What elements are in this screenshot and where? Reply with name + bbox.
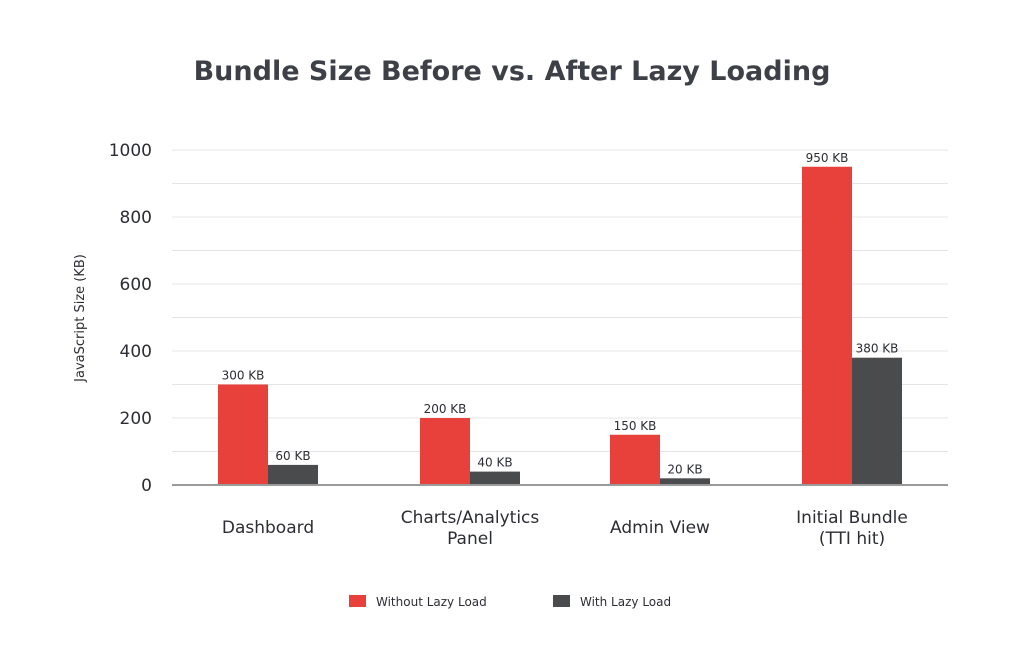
gridlines bbox=[172, 149, 948, 452]
x-category-label: Initial Bundle bbox=[796, 508, 908, 528]
data-label: 300 KB bbox=[222, 369, 265, 383]
bar-with-lazy-load bbox=[470, 471, 520, 485]
bar-with-lazy-load bbox=[268, 464, 318, 485]
data-label: 380 KB bbox=[856, 342, 899, 356]
y-axis-ticks: 0 200 400 600 800 1000 bbox=[109, 141, 152, 496]
chart-title: Bundle Size Before vs. After Lazy Loadin… bbox=[194, 56, 831, 87]
x-category-label: Panel bbox=[447, 529, 493, 549]
x-category-label: Charts/Analytics bbox=[401, 508, 540, 528]
bar-without-lazy-load bbox=[218, 384, 268, 485]
data-label: 950 KB bbox=[806, 151, 849, 165]
data-labels: 300 KB 200 KB 150 KB 950 KB 60 KB 40 KB 20 KB 3… bbox=[222, 151, 899, 477]
y-tick-label: 0 bbox=[141, 476, 152, 496]
data-label: 150 KB bbox=[614, 419, 657, 433]
y-tick-label: 400 bbox=[120, 342, 152, 362]
y-tick-label: 600 bbox=[120, 275, 152, 295]
legend-label: Without Lazy Load bbox=[376, 595, 487, 609]
y-tick-label: 1000 bbox=[109, 141, 152, 161]
bar-with-lazy-load bbox=[660, 478, 710, 485]
bar-without-lazy-load bbox=[610, 434, 660, 485]
x-category-label: Admin View bbox=[610, 518, 710, 538]
x-category-label: Dashboard bbox=[222, 518, 314, 538]
legend-swatch bbox=[553, 595, 570, 607]
y-tick-label: 200 bbox=[120, 409, 152, 429]
data-label: 200 KB bbox=[424, 402, 467, 416]
y-tick-label: 800 bbox=[120, 208, 152, 228]
data-label: 60 KB bbox=[275, 449, 310, 463]
data-label: 20 KB bbox=[667, 462, 702, 476]
legend: Without Lazy Load With Lazy Load bbox=[349, 595, 671, 609]
x-category-label: (TTI hit) bbox=[819, 529, 885, 549]
legend-swatch bbox=[349, 595, 366, 607]
bars bbox=[218, 166, 902, 485]
bar-with-lazy-load bbox=[852, 357, 902, 485]
legend-label: With Lazy Load bbox=[580, 595, 671, 609]
bar-without-lazy-load bbox=[420, 418, 470, 485]
bar-without-lazy-load bbox=[802, 166, 852, 485]
data-label: 40 KB bbox=[477, 456, 512, 470]
y-axis-label: JavaScript Size (KB) bbox=[73, 254, 88, 383]
